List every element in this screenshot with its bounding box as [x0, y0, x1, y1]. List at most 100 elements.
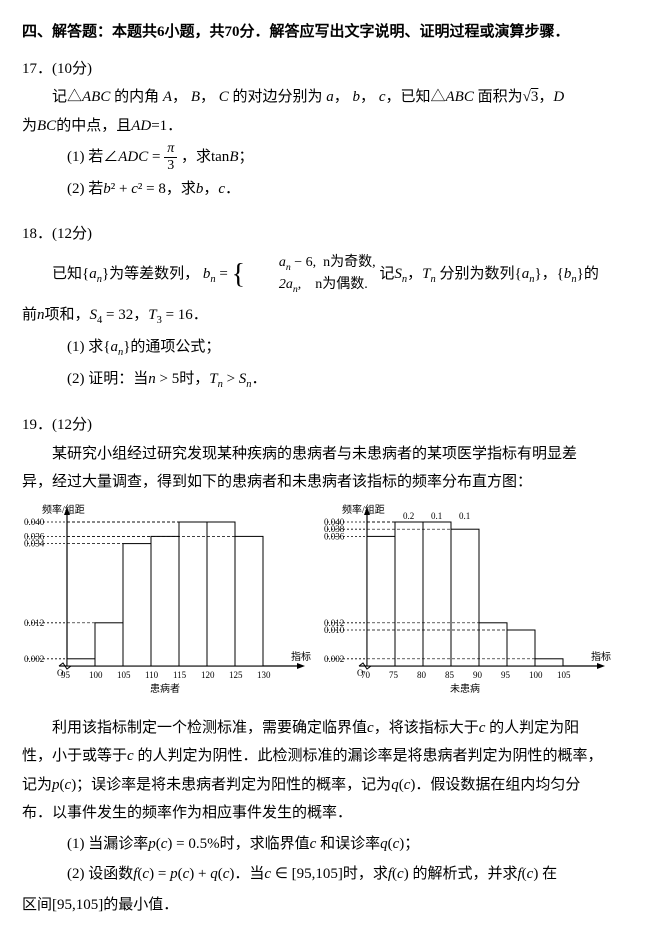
q17-head: 17．(10分) [22, 55, 624, 84]
q17-p1: (1) 若∠ADC = π3 ，求tanB； [22, 142, 624, 173]
q19-l5: 记为p(c)；误诊率是将未患病者判定为阳性的概率，记为q(c)．假设数据在组内均… [22, 771, 624, 800]
t: ² + [111, 181, 131, 197]
chart-patient: 频率/组距0.0020.0120.0340.0360.0409510010511… [22, 501, 312, 706]
t: (2) 若 [67, 181, 103, 197]
v: b [103, 181, 111, 197]
t: 的中点，且 [56, 118, 131, 134]
v: p [52, 777, 60, 793]
q19-head: 19．(12分) [22, 411, 624, 440]
svg-text:0.040: 0.040 [324, 517, 345, 527]
svg-text:0.2: 0.2 [403, 511, 414, 521]
v: a [89, 266, 97, 282]
svg-text:75: 75 [389, 670, 399, 680]
t: ， [407, 266, 422, 282]
fraction: π3 [164, 142, 177, 173]
svg-text:患病者: 患病者 [150, 682, 180, 695]
t: > 5时， [156, 371, 209, 387]
t: (1) 当漏诊率 [67, 836, 148, 852]
t: = 0.5%时，求临界值 [172, 836, 309, 852]
t: ， [360, 89, 375, 105]
q18-body: 已知{an}为等差数列， bn = { an − 6, n为奇数, 2an, n… [22, 248, 624, 301]
svg-text:O: O [57, 668, 64, 678]
t: 的内角 [110, 89, 159, 105]
t: ² = 8，求 [138, 181, 196, 197]
svg-text:0.040: 0.040 [24, 517, 45, 527]
v: c [161, 836, 168, 852]
t: 记为 [22, 777, 52, 793]
q19-p2: (2) 设函数f(c) = p(c) + q(c)．当c ∈ [95,105]时… [22, 860, 624, 889]
t: 的人判定为阳 [485, 720, 579, 736]
svg-text:O: O [357, 668, 364, 678]
v: c [183, 866, 190, 882]
brace-icon: { [232, 259, 245, 290]
svg-text:110: 110 [145, 670, 159, 680]
v: ABC [82, 89, 110, 105]
t: }的 [577, 266, 599, 282]
chart-nonpatient: 频率/组距0.0020.0100.0120.0360.0380.0400.20.… [322, 501, 612, 706]
v: q [380, 836, 388, 852]
q19-l1: 某研究小组经过研究发现某种疾病的患病者与未患病者的某项医学指标有明显差 [22, 440, 624, 469]
svg-text:0.1: 0.1 [459, 511, 470, 521]
t: ， [203, 181, 218, 197]
cases: an − 6, n为奇数, 2an, n为偶数. [249, 253, 376, 296]
t: 面积为 [474, 89, 523, 105]
svg-text:0.1: 0.1 [431, 511, 442, 521]
t: ，已知△ [385, 89, 445, 105]
t: (1) 求{ [67, 339, 110, 355]
v: q [210, 866, 218, 882]
num: π [164, 142, 177, 158]
q18-p1: (1) 求{an}的通项公式； [22, 333, 624, 363]
t: > [223, 371, 239, 387]
v: C [219, 89, 229, 105]
q17-body2: 为BC的中点，且AD=1． [22, 112, 624, 141]
t: ．假设数据在组内均匀分 [415, 777, 580, 793]
v: S [90, 307, 98, 323]
svg-text:0.012: 0.012 [324, 617, 344, 627]
svg-text:105: 105 [557, 670, 571, 680]
t: = [148, 149, 164, 165]
v: T [148, 307, 156, 323]
svg-text:100: 100 [529, 670, 543, 680]
t: }，{ [534, 266, 563, 282]
t: 的人判定为阴性．此检测标准的漏诊率是将患病者判定为阴性的概率， [134, 748, 603, 764]
v: f [517, 866, 521, 882]
svg-text:指标: 指标 [291, 650, 311, 663]
v: ABC [446, 89, 474, 105]
t: ； [404, 836, 419, 852]
v: c [127, 748, 134, 764]
t: (2) 证明：当 [67, 371, 148, 387]
svg-text:115: 115 [173, 670, 187, 680]
t: ． [252, 371, 267, 387]
den: 3 [164, 158, 177, 173]
t: 已知{ [52, 266, 89, 282]
svg-text:125: 125 [229, 670, 243, 680]
v: T [422, 266, 430, 282]
t: ； [238, 149, 253, 165]
v: ADC [118, 149, 148, 165]
svg-text:0.002: 0.002 [324, 653, 344, 663]
t: 的对边分别为 [229, 89, 323, 105]
q19-l3: 利用该指标制定一个检测标准，需要确定临界值c，将该指标大于c 的人判定为阳 [22, 714, 624, 743]
t: }为等差数列， [102, 266, 199, 282]
v: BC [37, 118, 56, 134]
q19-p3: 区间[95,105]的最小值． [22, 891, 624, 920]
t: n为奇数, [323, 255, 376, 270]
t: = 16． [162, 307, 208, 323]
svg-text:80: 80 [417, 670, 427, 680]
v: b [353, 89, 361, 105]
t: + [194, 866, 210, 882]
t: = 32， [102, 307, 148, 323]
svg-text:100: 100 [89, 670, 103, 680]
v: n [37, 307, 45, 323]
v: c [142, 866, 149, 882]
q18-p2: (2) 证明：当n > 5时，Tn > Sn． [22, 365, 624, 395]
v: f [133, 866, 137, 882]
t: ．当 [234, 866, 264, 882]
t: 项和， [45, 307, 90, 323]
t: 利用该指标制定一个检测标准，需要确定临界值 [52, 720, 367, 736]
svg-text:0.012: 0.012 [24, 617, 44, 627]
section-title: 四、解答题：本题共6小题，共70分．解答应写出文字说明、证明过程或演算步骤． [22, 18, 624, 47]
svg-text:指标: 指标 [591, 650, 611, 663]
t: = [216, 266, 232, 282]
svg-text:95: 95 [501, 670, 511, 680]
